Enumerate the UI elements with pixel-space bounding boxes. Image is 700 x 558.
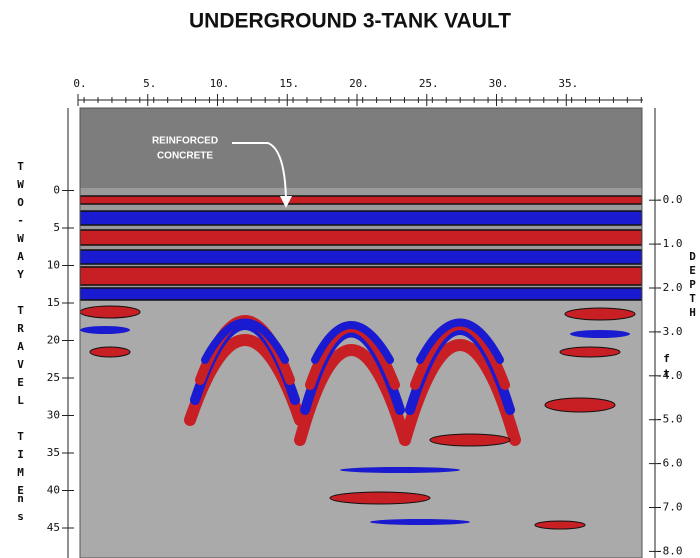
y2-tick-label: -0.0: [656, 193, 683, 206]
annotation: CONCRETE: [157, 151, 213, 162]
y-tick-label: 30: [47, 409, 60, 422]
y2-tick-label: -6.0: [656, 457, 683, 470]
x-tick-label: 25.: [419, 77, 439, 90]
y2-axis-label: DEPTH: [686, 250, 699, 320]
y-tick-label: 25: [47, 371, 60, 384]
annotation: REINFORCED: [152, 136, 218, 147]
y-tick-label: 5: [53, 221, 60, 234]
x-tick-label: 35.: [558, 77, 578, 90]
y2-tick-label: -1.0: [656, 237, 683, 250]
y-tick-label: 15: [47, 296, 60, 309]
y2-tick-label: -4.0: [656, 369, 683, 382]
radargram-image: [80, 108, 642, 558]
y-axis-label: TWO-WAY TRAVEL TIME: [14, 160, 27, 502]
y-tick-label: 20: [47, 334, 60, 347]
y-tick-label: 10: [47, 259, 60, 272]
x-tick-label: 15.: [279, 77, 299, 90]
y-tick-label: 0: [53, 184, 60, 197]
x-tick-label: 0.: [73, 77, 86, 90]
annotation-arrow: [232, 142, 287, 201]
x-tick-label: 5.: [143, 77, 156, 90]
y2-tick-label: -8.0: [656, 544, 683, 557]
annotation-arrowhead: [280, 196, 292, 208]
plot-frame: [79, 107, 643, 558]
y2-tick-label: -5.0: [656, 413, 683, 426]
y2-tick-label: -3.0: [656, 325, 683, 338]
chart-title: UNDERGROUND 3-TANK VAULT: [189, 10, 511, 33]
y2-tick-label: -7.0: [656, 501, 683, 514]
y-tick-label: 35: [47, 446, 60, 459]
x-tick-label: 30.: [489, 77, 509, 90]
y-axis-unit: ns: [14, 492, 27, 528]
x-minor-ticks: [78, 97, 643, 103]
x-tick-label: 10.: [210, 77, 230, 90]
y2-tick-label: -2.0: [656, 281, 683, 294]
y2-axis-unit: ft: [660, 352, 673, 382]
x-tick-label: 20.: [349, 77, 369, 90]
y-tick-label: 45: [47, 521, 60, 534]
y-tick-label: 40: [47, 484, 60, 497]
